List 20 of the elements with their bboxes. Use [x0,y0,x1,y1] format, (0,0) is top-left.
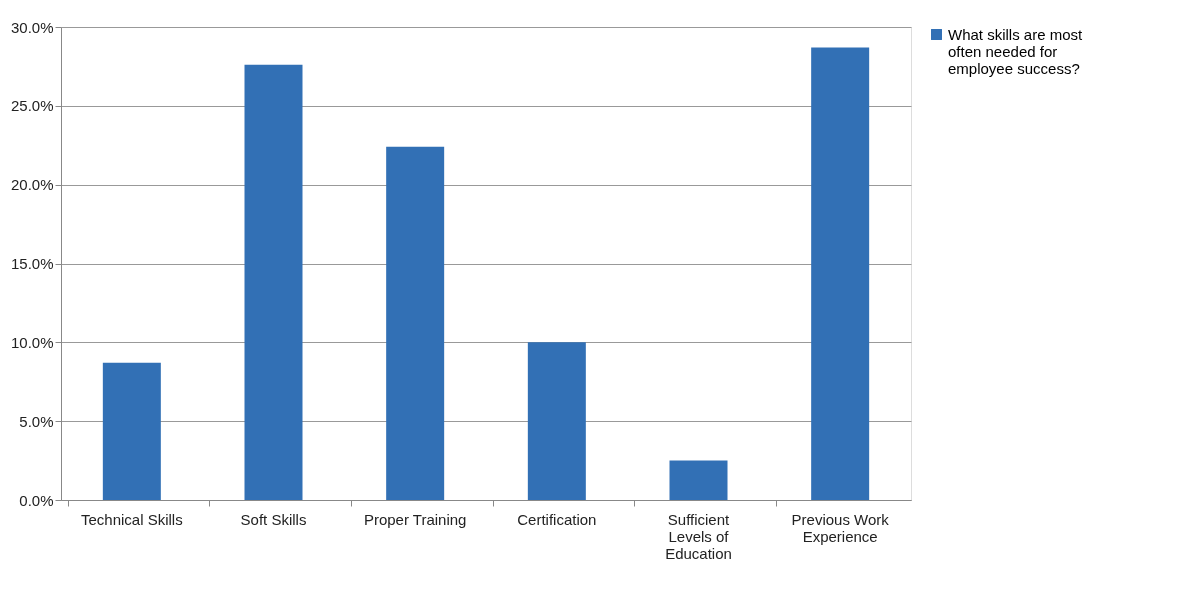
y-tick-label: 15.0% [10,255,54,272]
y-tick-label: 0.0% [19,491,54,509]
legend-label: What skills are most often needed for employee success? [948,25,1084,77]
y-tick-label: 25.0% [10,97,54,115]
x-tick-label: Proper Training [363,510,467,528]
y-tick-label: 20.0% [10,176,54,194]
bar [102,362,161,500]
y-tick-label: 5.0% [19,412,54,430]
bar [386,146,445,500]
bar [527,342,586,500]
x-tick-label: Previous Work Experience [791,510,890,545]
x-tick-label: Certification [517,510,597,528]
y-tick-label: 10.0% [10,333,54,351]
x-tick-label: Technical Skills [80,510,183,528]
bar [244,64,303,500]
x-tick-label: Sufficient Levels of Education [665,510,732,562]
bar [811,47,870,500]
x-tick-label: Soft Skills [240,510,307,528]
y-tick-label: 30.0% [10,18,54,36]
bar [669,460,728,500]
